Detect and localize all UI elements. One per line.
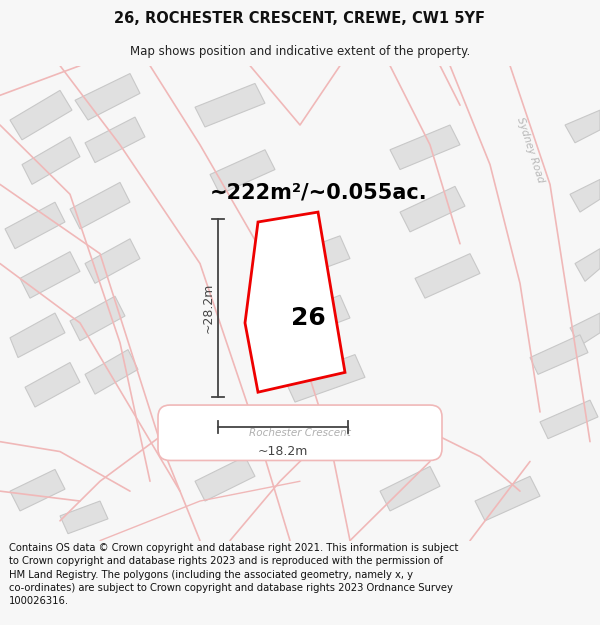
Polygon shape	[5, 202, 65, 249]
Polygon shape	[570, 179, 600, 212]
Text: Rochester Crescent: Rochester Crescent	[249, 428, 351, 438]
Polygon shape	[570, 313, 600, 346]
Polygon shape	[25, 362, 80, 407]
Text: Contains OS data © Crown copyright and database right 2021. This information is : Contains OS data © Crown copyright and d…	[9, 543, 458, 606]
Polygon shape	[285, 354, 365, 402]
Polygon shape	[575, 249, 600, 281]
Polygon shape	[70, 296, 125, 341]
Text: ~28.2m: ~28.2m	[202, 283, 215, 333]
Polygon shape	[60, 501, 108, 534]
Polygon shape	[10, 469, 65, 511]
Polygon shape	[475, 476, 540, 521]
Text: 26: 26	[290, 306, 325, 330]
FancyBboxPatch shape	[158, 405, 442, 461]
Polygon shape	[565, 110, 600, 142]
Polygon shape	[75, 74, 140, 120]
Polygon shape	[10, 91, 72, 140]
Polygon shape	[380, 466, 440, 511]
Polygon shape	[270, 236, 350, 284]
Polygon shape	[70, 182, 130, 229]
Polygon shape	[245, 212, 345, 392]
Polygon shape	[540, 400, 598, 439]
Polygon shape	[10, 313, 65, 358]
Polygon shape	[530, 335, 588, 374]
Polygon shape	[195, 456, 255, 501]
Text: 26, ROCHESTER CRESCENT, CREWE, CW1 5YF: 26, ROCHESTER CRESCENT, CREWE, CW1 5YF	[115, 11, 485, 26]
Polygon shape	[20, 252, 80, 298]
Polygon shape	[415, 254, 480, 298]
Polygon shape	[85, 349, 138, 394]
Text: ~18.2m: ~18.2m	[258, 444, 308, 458]
Polygon shape	[400, 186, 465, 232]
Text: Sydney Road: Sydney Road	[515, 116, 545, 184]
Text: ~222m²/~0.055ac.: ~222m²/~0.055ac.	[210, 182, 428, 203]
Polygon shape	[275, 295, 350, 343]
Polygon shape	[210, 150, 275, 194]
Polygon shape	[195, 83, 265, 127]
Polygon shape	[85, 239, 140, 283]
Text: Map shows position and indicative extent of the property.: Map shows position and indicative extent…	[130, 45, 470, 58]
Polygon shape	[22, 137, 80, 184]
Polygon shape	[390, 125, 460, 169]
Polygon shape	[85, 117, 145, 162]
